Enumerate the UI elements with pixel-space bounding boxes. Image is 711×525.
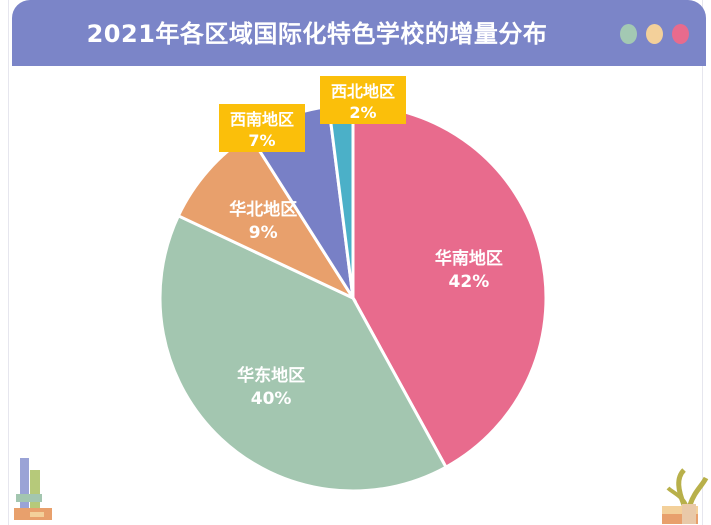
pie-slice-0 bbox=[351, 103, 548, 470]
slice-label-box-4 bbox=[320, 76, 406, 124]
plant-illustration bbox=[662, 468, 709, 524]
slice-label-3: 西南地区 bbox=[230, 110, 294, 129]
slice-label-2: 华北地区 bbox=[229, 199, 297, 220]
window-dot-pink bbox=[672, 24, 689, 44]
slice-label-4: 西北地区 bbox=[331, 82, 395, 101]
page-title: 2021年各区域国际化特色学校的增量分布 bbox=[86, 20, 548, 48]
header-bar: 2021年各区域国际化特色学校的增量分布 bbox=[12, 0, 706, 66]
slice-pct-1: 40% bbox=[251, 389, 292, 409]
slice-pct-2: 9% bbox=[249, 223, 278, 243]
window-dot-green bbox=[620, 24, 637, 44]
pie-labels: 华南地区 42% 华东地区 40% 华北地区 9% 西南地区 7% 西北地区 2% bbox=[219, 76, 503, 409]
slice-pct-4: 2% bbox=[349, 103, 376, 122]
slice-label-0: 华南地区 bbox=[435, 248, 503, 269]
slice-pct-0: 42% bbox=[449, 272, 490, 292]
books-illustration bbox=[14, 458, 52, 520]
slice-pct-3: 7% bbox=[248, 131, 275, 150]
window-dot-yellow bbox=[646, 24, 663, 44]
slice-label-1: 华东地区 bbox=[237, 365, 305, 386]
slice-label-box-3 bbox=[219, 104, 305, 152]
pie-slice-1 bbox=[158, 213, 449, 493]
pie-slices bbox=[158, 103, 548, 493]
